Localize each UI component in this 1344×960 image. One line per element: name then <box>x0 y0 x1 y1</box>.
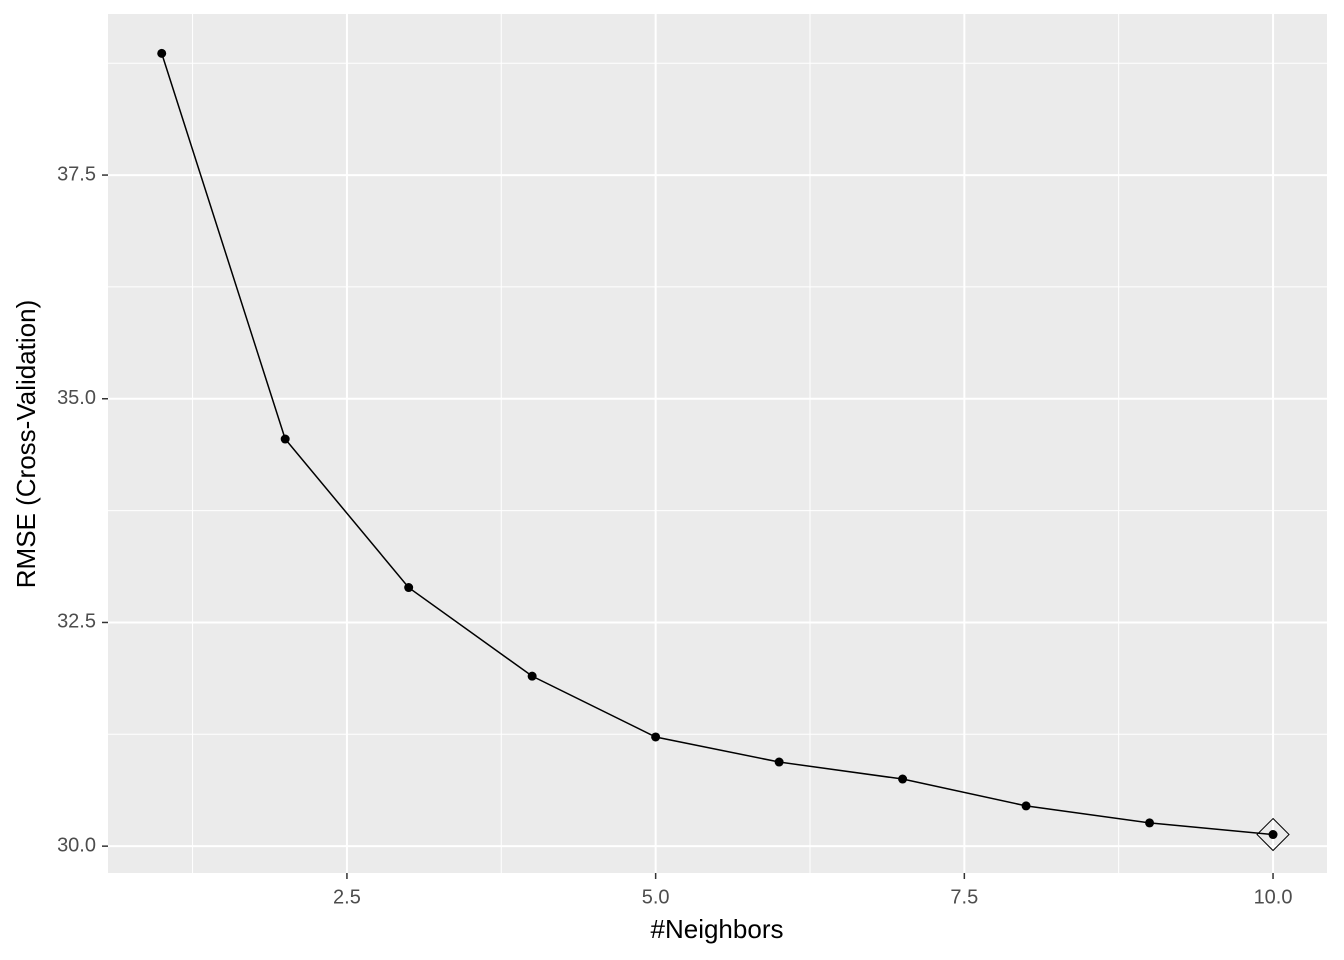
point <box>1145 818 1155 828</box>
y-axis-title: RMSE (Cross-Validation) <box>11 300 41 588</box>
point <box>527 671 537 681</box>
point <box>898 774 908 784</box>
line <box>160 53 1274 836</box>
y-tick-label: 37.5 <box>57 163 96 185</box>
x-tick-label: 5.0 <box>642 886 670 908</box>
x-tick-label: 2.5 <box>333 886 361 908</box>
point <box>1268 830 1278 840</box>
point <box>157 48 167 58</box>
y-tick-label: 35.0 <box>57 387 96 409</box>
y-tick-label: 30.0 <box>57 834 96 856</box>
x-tick-label: 7.5 <box>950 886 978 908</box>
point <box>280 434 290 444</box>
x-axis-title: #Neighbors <box>651 914 784 944</box>
point <box>774 757 784 767</box>
point <box>651 732 661 742</box>
best-marker <box>1256 817 1290 852</box>
y-tick-label: 32.5 <box>57 611 96 633</box>
x-tick-label: 10.0 <box>1254 886 1293 908</box>
point <box>1021 801 1031 811</box>
panel <box>108 14 1327 873</box>
point <box>404 583 414 593</box>
